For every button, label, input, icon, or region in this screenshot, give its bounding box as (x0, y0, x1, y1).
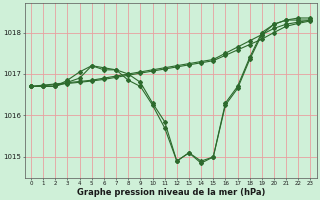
X-axis label: Graphe pression niveau de la mer (hPa): Graphe pression niveau de la mer (hPa) (76, 188, 265, 197)
